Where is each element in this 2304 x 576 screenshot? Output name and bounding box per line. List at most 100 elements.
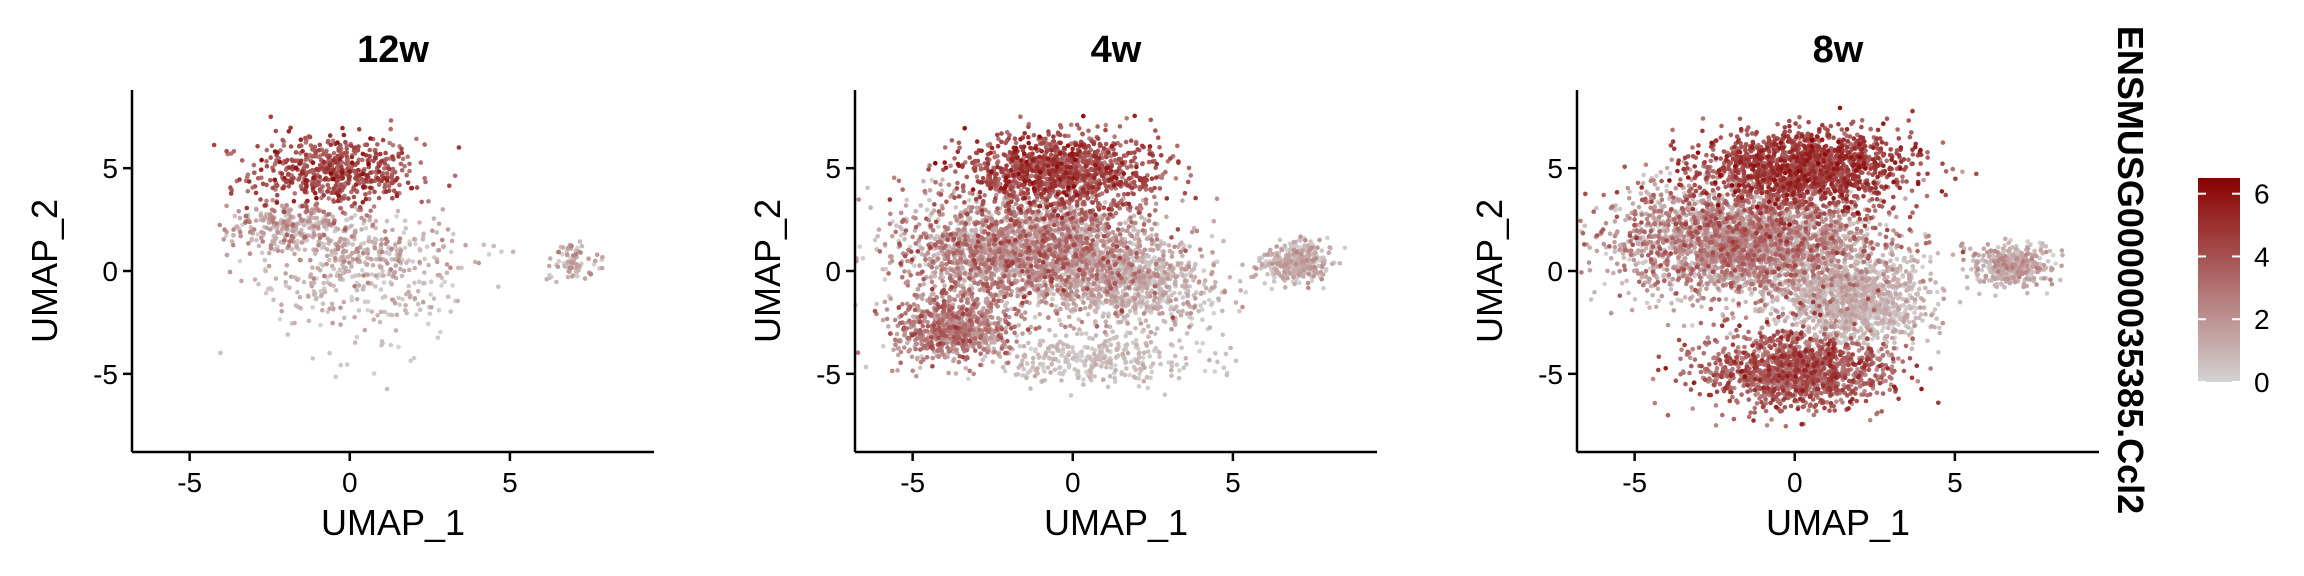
data-point [1180,273,1186,278]
data-point [868,205,873,210]
data-point [1325,235,1330,241]
data-point [370,222,376,228]
data-point [420,237,426,242]
data-point [1265,252,1270,258]
data-point [1141,311,1147,316]
data-point [1174,362,1180,368]
data-point [356,127,362,132]
data-point [578,250,583,255]
data-point [917,365,923,371]
data-point [1083,358,1088,364]
data-point [1157,350,1162,355]
data-point [582,276,588,281]
data-point [931,208,937,213]
data-point [1169,373,1174,379]
data-point [448,265,453,271]
data-point [366,161,371,167]
data-point [327,350,332,356]
data-point [1209,285,1214,291]
data-point [349,250,355,256]
data-point [314,201,320,206]
data-point [1282,270,1287,275]
data-point [218,350,223,356]
data-point [417,220,422,225]
data-point [445,227,451,232]
data-point [1220,332,1225,338]
data-point [1203,285,1209,291]
data-point [247,229,253,235]
data-point [393,242,398,247]
data-point [1139,300,1144,305]
data-point [298,137,304,142]
data-point [274,183,280,188]
data-point [1306,285,1311,291]
data-point [579,243,585,249]
data-point [891,347,896,353]
data-point [327,162,333,168]
data-point [1079,349,1085,355]
data-point [1055,342,1060,347]
data-point [882,299,888,305]
data-point [1075,375,1081,381]
data-point [264,225,270,231]
data-point [1211,218,1217,224]
data-point [382,309,388,315]
data-point [273,276,279,281]
data-point [239,158,245,163]
data-point [1124,342,1130,347]
data-point [217,222,222,228]
data-point [312,190,318,196]
data-point [1177,290,1183,296]
data-point [1282,243,1288,248]
data-point [369,272,375,277]
data-point [283,159,289,165]
data-point [1108,360,1113,366]
data-point [1214,196,1220,202]
data-point [386,312,391,317]
data-point [902,237,907,242]
data-point [266,263,272,269]
data-point [1133,304,1138,310]
data-point [312,291,318,296]
data-point [1153,201,1159,206]
data-point [330,138,336,143]
data-point [353,273,358,279]
data-point [365,158,371,163]
data-point [894,331,900,337]
data-point [1047,327,1052,333]
data-point [366,238,372,243]
data-point [260,239,266,244]
data-point [1051,291,1056,297]
data-point [374,257,379,262]
data-point [1074,288,1080,294]
data-point [253,190,259,196]
data-point [316,242,321,248]
data-point [1066,205,1072,211]
data-point [927,198,932,203]
data-point [243,219,249,224]
data-point [565,259,571,265]
data-point [337,187,343,193]
data-point [1150,361,1156,366]
data-point [1128,249,1133,254]
data-point [324,261,329,267]
data-point [390,196,395,201]
data-point [1134,358,1139,364]
data-point [1146,218,1152,223]
data-point [329,252,334,257]
data-point [317,235,323,241]
data-point [967,216,973,221]
data-point [325,166,331,171]
data-point [335,140,340,145]
data-point [863,364,869,370]
data-point [379,178,384,184]
data-point [1137,371,1142,377]
data-point [316,208,322,213]
data-point [284,263,290,268]
data-point [1032,314,1038,320]
data-point [407,294,413,300]
data-point [246,241,251,246]
data-point [1021,366,1027,372]
data-point [376,195,382,201]
data-point [301,223,307,228]
